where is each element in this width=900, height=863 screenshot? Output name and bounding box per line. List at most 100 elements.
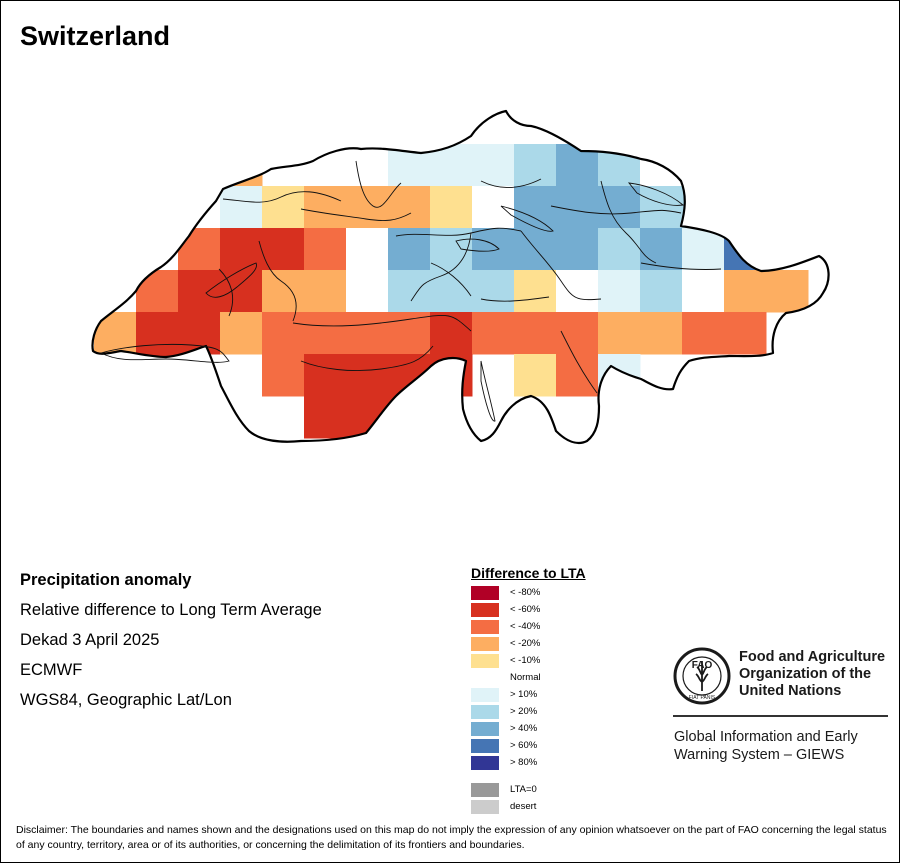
grid-cell: [346, 312, 389, 355]
grid-cell: [472, 186, 515, 229]
giews-line-2: Warning System – GIEWS: [674, 747, 845, 763]
grid-cell: [472, 270, 515, 313]
grid-cell: [556, 186, 599, 229]
grid-cell: [598, 270, 641, 313]
grid-cell: [682, 270, 725, 313]
fao-name: Food and Agriculture Organization of the…: [739, 649, 885, 700]
legend-swatch: [471, 783, 499, 797]
grid-cell: [556, 270, 599, 313]
canton-line: [640, 262, 722, 270]
grid-cell: [304, 270, 347, 313]
canton-line: [222, 191, 342, 203]
canton-line: [410, 232, 472, 302]
fao-name-line-3: United Nations: [739, 683, 842, 699]
grid-cell: [346, 186, 389, 229]
info-line-4: WGS84, Geographic Lat/Lon: [20, 691, 232, 709]
info-line-2: Dekad 3 April 2025: [20, 631, 160, 649]
giews-line-1: Global Information and Early: [674, 729, 858, 745]
lake-lucerne-outline: [455, 238, 500, 252]
grid-cell: [598, 312, 641, 355]
grid-cell: [388, 396, 431, 439]
grid-cell: [262, 270, 305, 313]
grid-cell: [304, 312, 347, 355]
info-line-3: ECMWF: [20, 661, 83, 679]
grid-cell: [346, 354, 389, 397]
grid-cell: [598, 144, 641, 187]
legend-label: > 20%: [510, 706, 538, 717]
grid-cell: [388, 354, 431, 397]
grid-cell: [514, 312, 557, 355]
grid-cell: [262, 186, 305, 229]
lakes: [99, 182, 685, 422]
canton-line: [218, 268, 233, 317]
grid-cell: [682, 186, 725, 229]
legend-label: LTA=0: [510, 784, 537, 795]
grid-cell: [136, 354, 179, 397]
legend-swatch: [471, 654, 499, 668]
legend-swatch: [471, 800, 499, 814]
info-heading: Precipitation anomaly: [20, 571, 192, 589]
grid-cell: [262, 312, 305, 355]
canton-line: [300, 208, 412, 221]
legend-label: Normal: [510, 672, 541, 683]
canton-line: [550, 205, 682, 215]
legend-label: < -40%: [510, 621, 541, 632]
grid-cell: [598, 396, 641, 439]
legend-label: > 60%: [510, 740, 538, 751]
lake-geneva-outline: [99, 343, 230, 363]
grid-cell: [682, 312, 725, 355]
legend-swatch: [471, 637, 499, 651]
grid-cell: [640, 312, 683, 355]
country-border: [91, 109, 830, 445]
lake-maggiore-outline: [480, 360, 496, 422]
canton-boundaries: [218, 160, 722, 394]
legend-swatch: [471, 671, 499, 685]
canton-line: [430, 262, 472, 297]
info-line-1: Relative difference to Long Term Average: [20, 601, 322, 619]
legend-label: < -60%: [510, 604, 541, 615]
legend-label: > 40%: [510, 723, 538, 734]
grid-cell: [220, 270, 263, 313]
legend-swatch: [471, 756, 499, 770]
fao-divider: [673, 715, 888, 717]
lake-neuchatel-outline: [205, 262, 257, 298]
legend-title: Difference to LTA: [471, 565, 586, 581]
grid-cell: [346, 228, 389, 271]
grid-cell: [304, 354, 347, 397]
grid-cell: [94, 312, 137, 355]
fao-emblem-icon: FAO FIAT PANIS: [673, 647, 731, 705]
grid-cell: [262, 228, 305, 271]
grid-cell: [724, 186, 767, 229]
grid-cell: [724, 312, 767, 355]
canton-line: [480, 178, 542, 189]
lake-constance-outline: [627, 182, 685, 206]
legend-label: > 10%: [510, 689, 538, 700]
grid-cell: [220, 312, 263, 355]
grid-cell: [178, 228, 221, 271]
grid-cell: [388, 312, 431, 355]
grid-cell: [724, 270, 767, 313]
grid-cell: [178, 270, 221, 313]
anomaly-grid: [94, 144, 809, 439]
canton-line: [600, 180, 657, 264]
grid-cell: [304, 228, 347, 271]
lake-zurich-outline: [500, 205, 554, 232]
grid-cell: [640, 228, 683, 271]
canton-line: [300, 345, 434, 371]
legend-swatch: [471, 739, 499, 753]
grid-cell: [724, 144, 767, 187]
legend-swatch: [471, 722, 499, 736]
grid-cell: [514, 144, 557, 187]
grid-cell: [430, 270, 473, 313]
grid-cell: [598, 228, 641, 271]
grid-cell: [514, 354, 557, 397]
fao-name-line-2: Organization of the: [739, 666, 872, 682]
grid-cell: [346, 270, 389, 313]
legend-swatch: [471, 620, 499, 634]
fao-name-line-1: Food and Agriculture: [739, 649, 886, 665]
grid-cell: [304, 396, 347, 439]
grid-cell: [136, 270, 179, 313]
grid-cell: [388, 186, 431, 229]
legend-label: < -20%: [510, 638, 541, 649]
